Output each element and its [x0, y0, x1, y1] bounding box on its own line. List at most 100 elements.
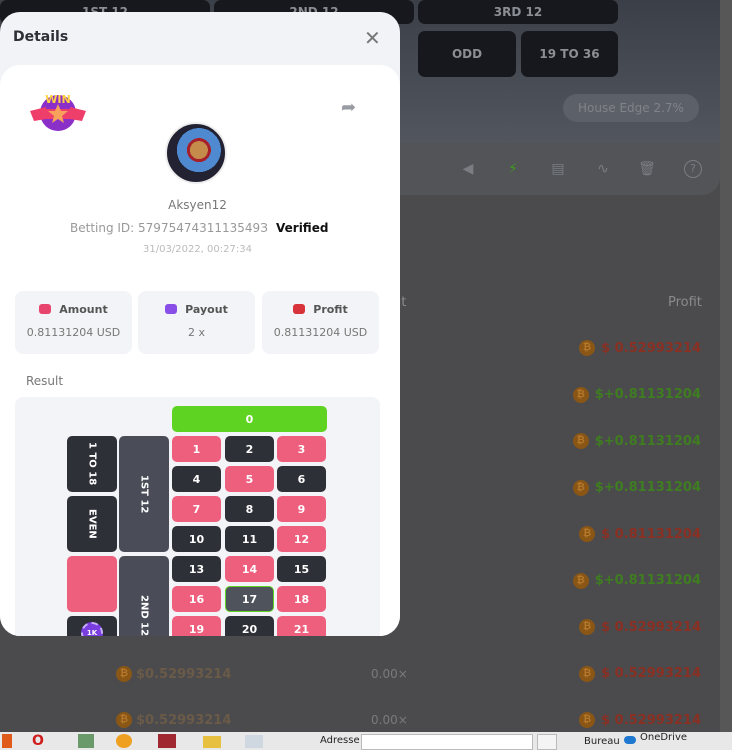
megaphone-icon[interactable]: ◀ — [462, 161, 474, 177]
username: Aksyen12 — [168, 198, 227, 212]
coin-icon: ₿ — [579, 619, 596, 635]
roulette-cell-2[interactable]: 2 — [225, 436, 274, 462]
scrollbar[interactable] — [720, 0, 732, 732]
amount-icon — [39, 304, 52, 314]
bet-row-mult: 0.00× — [371, 713, 408, 727]
bet-row-amount: ₿ $0.52993214 — [116, 712, 231, 728]
coin-icon: ₿ — [572, 433, 589, 449]
app-icon[interactable] — [158, 734, 176, 748]
app-icon[interactable] — [116, 734, 132, 748]
bet-row-amount: ₿ $0.52993214 — [116, 666, 231, 682]
bet-odd[interactable]: ODD — [418, 31, 516, 77]
roulette-cell-19[interactable]: 19 — [172, 616, 221, 636]
stat-payout: Payout 2 x — [138, 291, 255, 354]
folder-icon[interactable] — [203, 736, 221, 748]
roulette-cell-6[interactable]: 6 — [277, 466, 326, 492]
chart-icon[interactable]: ∿ — [597, 161, 609, 177]
bet-red[interactable] — [67, 556, 117, 612]
roulette-cell-7[interactable]: 7 — [172, 496, 221, 522]
roulette-cell-16[interactable]: 16 — [172, 586, 221, 612]
coin-icon: ₿ — [572, 386, 589, 403]
verified-label[interactable]: Verified — [276, 221, 329, 235]
profit-icon — [293, 304, 306, 314]
address-label: Adresse — [320, 735, 360, 746]
opera-icon[interactable]: O — [32, 733, 44, 749]
roulette-cell-1[interactable]: 1 — [172, 436, 221, 462]
column-profit-header: Profit — [668, 295, 702, 310]
bet-row-mult: 0.00× — [371, 667, 408, 681]
coin-icon: ₿ — [572, 479, 589, 496]
taskbar: O Adresse Bureau OneDrive — [0, 732, 732, 750]
bet-1st-12[interactable]: 1ST 12 — [119, 436, 169, 552]
roulette-cell-14[interactable]: 14 — [225, 556, 274, 582]
bet-2nd-12[interactable]: 2ND 12 — [119, 556, 169, 636]
onedrive-icon[interactable] — [624, 736, 636, 744]
profit-row: ₿ $ 0.52993214 — [579, 712, 701, 728]
roulette-cell-10[interactable]: 10 — [172, 526, 221, 552]
roulette-cell-3[interactable]: 3 — [277, 436, 326, 462]
betting-id: Betting ID: 5797547431113549З — [70, 221, 268, 235]
stat-amount: Amount 0.81131204 USD — [15, 291, 132, 354]
trash-icon[interactable]: 🗑 — [638, 161, 656, 177]
card-icon — [165, 304, 178, 314]
roulette-cell-8[interactable]: 8 — [225, 496, 274, 522]
profit-row: ₿ $ 0.81131204 — [579, 526, 701, 542]
lightning-icon[interactable]: ⚡ — [508, 161, 518, 177]
roulette-cell-11[interactable]: 11 — [225, 526, 274, 552]
coin-icon: ₿ — [579, 340, 596, 356]
bet-black[interactable]: 1K — [67, 616, 117, 636]
keyboard-icon[interactable]: ▤ — [551, 161, 565, 177]
profit-row: ₿ $ 0.52993214 — [579, 619, 701, 635]
coin-icon: ₿ — [572, 572, 589, 589]
game-toolbar — [400, 143, 720, 195]
coin-icon: ₿ — [116, 666, 132, 682]
profit-row: ₿ $+0.81131204 — [572, 479, 701, 496]
coin-icon: ₿ — [116, 712, 132, 728]
bet-3rd-12[interactable]: 3RD 12 — [418, 0, 618, 24]
app-icon[interactable] — [2, 734, 12, 748]
profit-row: ₿ $+0.81131204 — [572, 433, 701, 449]
stat-profit: Profit 0.81131204 USD — [262, 291, 379, 354]
bet-details-card: WIN ➦ Aksyen12 Betting ID: 5797547431113… — [0, 65, 400, 636]
profit-row: ₿ $+0.81131204 — [572, 386, 701, 403]
roulette-cell-4[interactable]: 4 — [172, 466, 221, 492]
close-icon[interactable]: ✕ — [364, 26, 381, 50]
avatar — [165, 122, 227, 184]
bet-datetime: 31/03/2022, 00:27:34 — [143, 244, 252, 255]
roulette-cell-0[interactable]: 0 — [172, 406, 327, 432]
roulette-cell-5[interactable]: 5 — [225, 466, 274, 492]
bet-19-to-36[interactable]: 19 TO 36 — [521, 31, 618, 77]
house-edge-badge: House Edge 2.7% — [563, 94, 699, 122]
bet-1-to-18[interactable]: 1 TO 18 — [67, 436, 117, 492]
coin-icon: ₿ — [579, 665, 596, 682]
bureau-label[interactable]: Bureau — [584, 736, 620, 747]
modal-title: Details — [13, 29, 69, 45]
share-icon[interactable]: ➦ — [341, 97, 357, 118]
coin-icon: ₿ — [579, 526, 596, 542]
roulette-cell-21[interactable]: 21 — [277, 616, 326, 636]
profit-row: ₿ $ 0.52993214 — [579, 665, 701, 682]
monitor-icon[interactable] — [245, 735, 263, 748]
roulette-result-board: 0 1 2 3 4 5 6 7 8 9 10 11 12 13 14 15 16 17 18 19 20 21 1 TO 1… — [15, 397, 380, 636]
profit-row: ₿ $ 0.52993214 — [579, 340, 701, 356]
address-input[interactable] — [361, 734, 533, 750]
chip-icon: 1K — [81, 622, 103, 636]
roulette-cell-9[interactable]: 9 — [277, 496, 326, 522]
coin-icon: ₿ — [579, 712, 596, 728]
go-button[interactable] — [537, 734, 557, 750]
profit-row: ₿ $+0.81131204 — [572, 572, 701, 589]
roulette-cell-17[interactable]: 17 — [225, 586, 274, 612]
onedrive-label[interactable]: OneDrive — [640, 732, 688, 743]
bet-even[interactable]: EVEN — [67, 496, 117, 552]
help-icon[interactable]: ? — [684, 160, 702, 178]
app-icon[interactable] — [78, 734, 94, 748]
roulette-cell-12[interactable]: 12 — [277, 526, 326, 552]
win-badge-icon: WIN — [30, 93, 86, 131]
roulette-cell-15[interactable]: 15 — [277, 556, 326, 582]
roulette-cell-13[interactable]: 13 — [172, 556, 221, 582]
roulette-cell-20[interactable]: 20 — [225, 616, 274, 636]
svg-text:WIN: WIN — [45, 93, 70, 106]
details-modal: Details ✕ WIN ➦ Aksyen12 Betting ID: 579… — [0, 12, 400, 636]
result-label: Result — [26, 374, 64, 388]
roulette-cell-18[interactable]: 18 — [277, 586, 326, 612]
